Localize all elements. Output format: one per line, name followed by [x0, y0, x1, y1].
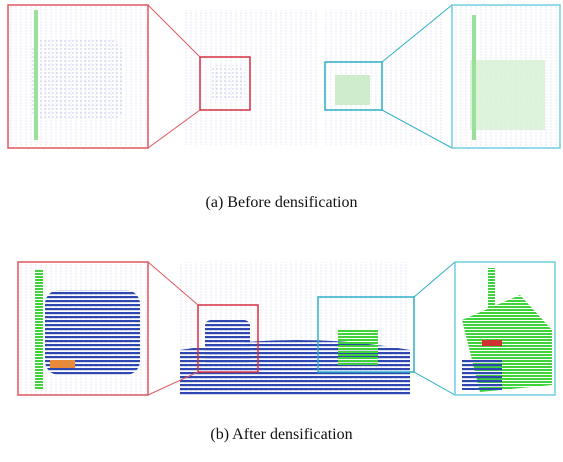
figure: (a) Before densification (b) After densi…	[0, 0, 563, 462]
caption: (a) Before densification	[0, 194, 563, 212]
ground	[462, 360, 502, 390]
car	[335, 75, 370, 105]
plate	[482, 340, 502, 346]
car	[32, 40, 122, 120]
car	[205, 320, 250, 365]
pole	[472, 15, 476, 140]
pole	[34, 10, 38, 140]
car	[338, 330, 378, 365]
caption: (b) After densification	[0, 426, 563, 444]
panel-after	[18, 262, 555, 395]
scene	[185, 10, 320, 145]
panel-before	[8, 5, 560, 148]
connector	[414, 372, 455, 395]
connector	[414, 262, 455, 297]
plate	[50, 360, 75, 368]
car	[470, 60, 545, 130]
figure-graphics	[0, 0, 563, 462]
car	[210, 65, 245, 100]
pole	[35, 270, 43, 390]
pole	[488, 268, 495, 328]
